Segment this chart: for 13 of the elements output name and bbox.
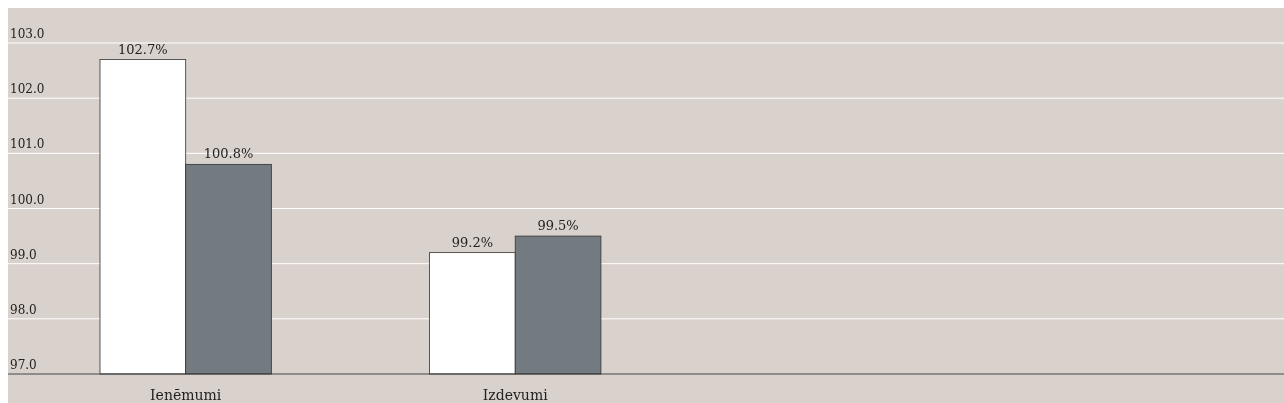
y-tick-label: 99.0	[10, 247, 37, 262]
data-label: 100.8%	[203, 146, 254, 162]
x-tick-label: Izdevumi	[482, 387, 549, 403]
y-tick-label: 97.0	[10, 358, 37, 372]
y-tick-label: 100.0	[10, 192, 45, 207]
y-tick-label: 103.0	[10, 27, 45, 41]
x-tick-label: Ienēmumi	[150, 387, 222, 403]
y-tick-label: 98.0	[10, 302, 37, 317]
data-label: 102.7%	[118, 41, 168, 57]
data-label: 99.5%	[537, 218, 579, 234]
y-tick-label: 101.0	[10, 137, 45, 152]
y-tick-label: 102.0	[10, 82, 45, 97]
data-label: 99.2%	[451, 234, 494, 250]
